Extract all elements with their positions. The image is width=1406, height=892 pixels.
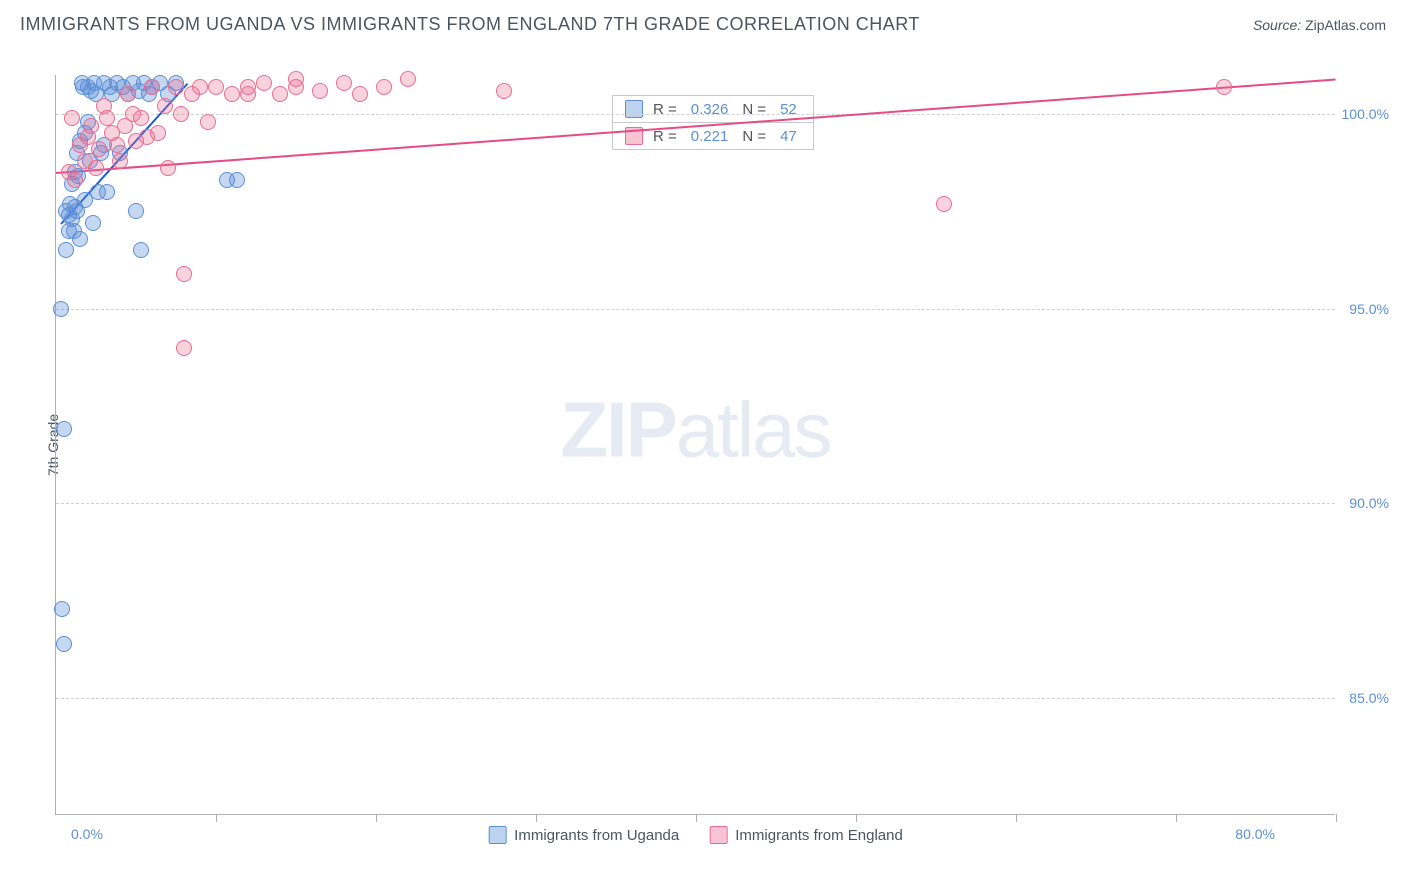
swatch-blue-icon [488, 826, 506, 844]
legend-item-uganda: Immigrants from Uganda [488, 826, 679, 844]
gridline [56, 698, 1335, 699]
n-label: N = [742, 101, 766, 118]
n-value-uganda: 52 [780, 101, 797, 118]
data-point [288, 71, 304, 87]
xtick [1176, 814, 1177, 822]
data-point [176, 340, 192, 356]
chart-title: IMMIGRANTS FROM UGANDA VS IMMIGRANTS FRO… [20, 14, 920, 35]
data-point [176, 266, 192, 282]
data-point [91, 141, 107, 157]
data-point [128, 203, 144, 219]
swatch-blue-icon [625, 100, 643, 118]
data-point [56, 636, 72, 652]
legend-label-uganda: Immigrants from Uganda [514, 827, 679, 844]
data-point [240, 86, 256, 102]
ytick-label: 100.0% [1342, 106, 1389, 122]
swatch-pink-icon [709, 826, 727, 844]
data-point [229, 172, 245, 188]
data-point [936, 196, 952, 212]
xtick [376, 814, 377, 822]
stats-box: R = 0.326 N = 52 R = 0.221 N = 47 [612, 95, 814, 150]
xtick [696, 814, 697, 822]
legend-item-england: Immigrants from England [709, 826, 903, 844]
data-point [496, 83, 512, 99]
data-point [1216, 79, 1232, 95]
n-label: N = [742, 128, 766, 145]
data-point [56, 421, 72, 437]
data-point [376, 79, 392, 95]
data-point [133, 242, 149, 258]
data-point [72, 231, 88, 247]
data-point [157, 98, 173, 114]
legend-label-england: Immigrants from England [735, 827, 903, 844]
data-point [88, 160, 104, 176]
ytick-label: 95.0% [1349, 301, 1389, 317]
data-point [67, 172, 83, 188]
source-label: Source: [1253, 17, 1301, 33]
data-point [200, 114, 216, 130]
data-point [109, 137, 125, 153]
data-point [336, 75, 352, 91]
source-attribution: Source: ZipAtlas.com [1253, 17, 1386, 33]
data-point [83, 118, 99, 134]
xaxis-max-label: 80.0% [1235, 826, 1275, 842]
data-point [272, 86, 288, 102]
gridline [56, 309, 1335, 310]
data-point [256, 75, 272, 91]
data-point [168, 79, 184, 95]
data-point [208, 79, 224, 95]
xtick [216, 814, 217, 822]
r-value-england: 0.221 [691, 128, 729, 145]
data-point [160, 160, 176, 176]
data-point [144, 79, 160, 95]
data-point [400, 71, 416, 87]
data-point [112, 153, 128, 169]
data-point [224, 86, 240, 102]
gridline [56, 503, 1335, 504]
data-point [133, 110, 149, 126]
r-value-uganda: 0.326 [691, 101, 729, 118]
plot-area: ZIPatlas R = 0.326 N = 52 R = 0.221 N = … [55, 75, 1335, 815]
data-point [312, 83, 328, 99]
data-point [173, 106, 189, 122]
gridline [56, 114, 1335, 115]
xtick [856, 814, 857, 822]
xtick [1336, 814, 1337, 822]
data-point [120, 86, 136, 102]
ytick-label: 85.0% [1349, 690, 1389, 706]
data-point [99, 184, 115, 200]
legend: Immigrants from Uganda Immigrants from E… [488, 826, 903, 844]
data-point [54, 601, 70, 617]
data-point [64, 110, 80, 126]
ytick-label: 90.0% [1349, 495, 1389, 511]
source-name: ZipAtlas.com [1305, 17, 1386, 33]
data-point [53, 301, 69, 317]
xtick [536, 814, 537, 822]
chart-container: 7th Grade ZIPatlas R = 0.326 N = 52 R = … [40, 55, 1380, 835]
stats-row-england: R = 0.221 N = 47 [613, 122, 813, 149]
data-point [352, 86, 368, 102]
data-point [192, 79, 208, 95]
xaxis-min-label: 0.0% [71, 826, 103, 842]
data-point [99, 110, 115, 126]
data-point [85, 215, 101, 231]
n-value-england: 47 [780, 128, 797, 145]
xtick [1016, 814, 1017, 822]
data-point [150, 125, 166, 141]
r-label: R = [653, 101, 677, 118]
watermark: ZIPatlas [560, 384, 830, 475]
data-point [58, 242, 74, 258]
